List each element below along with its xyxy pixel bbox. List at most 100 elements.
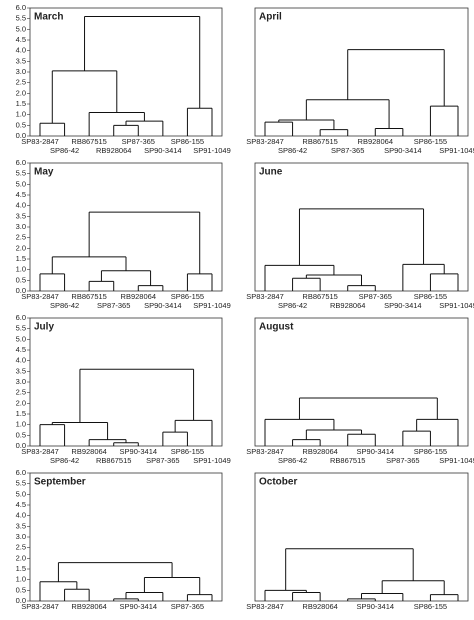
merge-link (64, 588, 90, 601)
panel-title: June (259, 167, 283, 178)
y-tick-label: 4.5 (16, 190, 26, 199)
leaf-label: SP86-155 (414, 447, 447, 456)
leaf-label: RB867515 (302, 292, 337, 301)
merge-link (88, 112, 145, 136)
merge-link (429, 594, 459, 601)
merge-link (347, 598, 376, 601)
y-tick-label: 5.0 (16, 334, 26, 343)
merge-link (39, 122, 66, 136)
merge-link (305, 429, 362, 440)
leaf-label: RB928064 (302, 602, 337, 611)
y-tick-label: 5.5 (16, 324, 26, 333)
merge-link (298, 397, 438, 420)
y-tick-label: 3.5 (16, 211, 26, 220)
merge-link (429, 105, 459, 136)
merge-link (264, 121, 294, 136)
y-tick-label: 4.0 (16, 356, 26, 365)
leaf-label: SP83-2847 (21, 292, 59, 301)
merge-link (292, 439, 321, 446)
y-tick-label: 4.5 (16, 345, 26, 354)
y-tick-label: 0.0 (16, 441, 26, 450)
merge-link (361, 593, 404, 601)
y-tick-label: 0.0 (16, 596, 26, 605)
leaf-label: SP90-3414 (384, 301, 422, 310)
y-tick-label: 6.0 (16, 3, 26, 12)
merge-link (374, 128, 404, 136)
y-tick-label: 3.0 (16, 377, 26, 386)
merge-link (347, 285, 376, 291)
y-tick-label: 3.0 (16, 67, 26, 76)
panel-title: May (34, 167, 54, 178)
y-tick-label: 4.0 (16, 201, 26, 210)
panel-title: July (34, 322, 54, 333)
y-tick-label: 6.0 (16, 468, 26, 477)
leaf-label: SP83-2847 (21, 602, 59, 611)
merge-link (51, 70, 118, 124)
panel-title: April (259, 12, 282, 23)
y-tick-label: 0.5 (16, 585, 26, 594)
plot-frame (29, 7, 223, 137)
leaf-label: SP86-42 (278, 146, 307, 155)
panel-title: September (34, 477, 86, 488)
leaf-label: RB867515 (71, 137, 106, 146)
leaf-label: RB867515 (302, 137, 337, 146)
y-tick-label: 3.0 (16, 532, 26, 541)
leaf-label: SP90-3414 (357, 602, 395, 611)
leaf-label: RB867515 (330, 456, 365, 465)
y-tick-label: 1.0 (16, 575, 26, 584)
y-tick-label: 5.0 (16, 179, 26, 188)
merge-link (39, 273, 66, 291)
merge-link (305, 99, 390, 129)
y-tick-label: 4.5 (16, 35, 26, 44)
leaf-label: SP87-365 (331, 146, 364, 155)
merge-link (174, 419, 213, 446)
merge-link (347, 49, 445, 107)
y-tick-label: 5.5 (16, 14, 26, 23)
merge-link (298, 208, 425, 266)
leaf-label: RB928064 (302, 447, 337, 456)
leaf-label: SP90-3414 (144, 146, 182, 155)
merge-link (57, 562, 173, 582)
y-tick-label: 4.5 (16, 500, 26, 509)
y-tick-label: 3.5 (16, 56, 26, 65)
merge-link (186, 107, 213, 136)
panel-title: March (34, 12, 63, 23)
leaf-label: RB867515 (96, 456, 131, 465)
y-tick-label: 2.0 (16, 398, 26, 407)
merge-link (186, 594, 213, 601)
y-tick-label: 1.0 (16, 110, 26, 119)
plot-frame (254, 317, 469, 447)
leaf-label: RB928064 (330, 301, 365, 310)
y-tick-label: 0.5 (16, 275, 26, 284)
merge-link (402, 263, 445, 291)
leaf-label: SP83-2847 (246, 292, 284, 301)
leaf-label: SP86-155 (171, 292, 204, 301)
leaf-label: SP86-42 (50, 301, 79, 310)
merge-link (137, 285, 164, 291)
leaf-label: SP86-42 (50, 456, 79, 465)
merge-link (51, 256, 127, 274)
leaf-label: SP86-42 (50, 146, 79, 155)
leaf-label: RB928064 (96, 146, 131, 155)
leaf-label: SP91-1049 (193, 301, 231, 310)
leaf-label: SP83-2847 (246, 602, 284, 611)
merge-link (347, 433, 376, 446)
merge-link (319, 129, 349, 136)
leaf-label: RB928064 (358, 137, 393, 146)
merge-link (305, 274, 362, 286)
y-tick-label: 6.0 (16, 313, 26, 322)
plot-frame (29, 162, 223, 292)
merge-link (402, 430, 431, 446)
leaf-label: SP91-1049 (439, 456, 474, 465)
leaf-label: SP87-365 (359, 292, 392, 301)
merge-link (278, 119, 335, 130)
panel-title: October (259, 477, 297, 488)
leaf-label: RB928064 (71, 447, 106, 456)
y-tick-label: 0.0 (16, 131, 26, 140)
plot-frame (254, 7, 469, 137)
merge-link (88, 211, 201, 274)
y-tick-label: 2.5 (16, 78, 26, 87)
merge-link (84, 16, 201, 109)
y-tick-label: 2.5 (16, 543, 26, 552)
